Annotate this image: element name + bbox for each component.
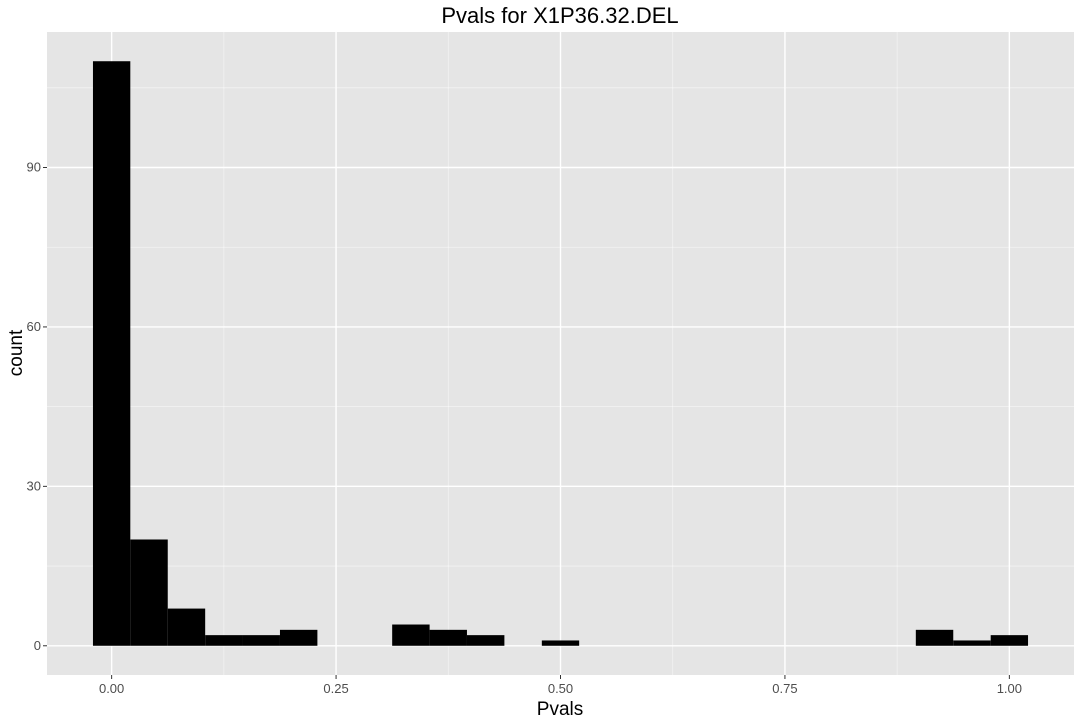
x-tick-label: 1.00 xyxy=(997,681,1022,696)
histogram-bar xyxy=(990,635,1029,646)
histogram-bar xyxy=(242,635,280,646)
histogram-bar xyxy=(466,635,505,646)
histogram-bar xyxy=(915,629,954,646)
histogram-bar xyxy=(279,629,318,646)
x-axis-title: Pvals xyxy=(537,699,583,720)
histogram-bar xyxy=(92,61,131,646)
y-tick-label: 0 xyxy=(34,638,41,653)
x-axis: 0.00 0.25 0.50 0.75 1.00 xyxy=(99,675,1022,696)
chart-title: Pvals for X1P36.32.DEL xyxy=(441,3,678,28)
x-tick-label: 0.25 xyxy=(323,681,348,696)
histogram-bars xyxy=(92,61,1029,646)
y-tick-label: 30 xyxy=(27,478,41,493)
x-tick-label: 0.00 xyxy=(99,681,124,696)
histogram-bar xyxy=(429,629,467,646)
x-tick-label: 0.50 xyxy=(548,681,573,696)
histogram-bar xyxy=(205,635,243,646)
histogram-bar xyxy=(392,624,430,646)
histogram-bar xyxy=(953,640,991,646)
histogram-bar xyxy=(167,608,206,646)
y-axis: 0 30 60 90 xyxy=(27,160,47,653)
y-tick-label: 60 xyxy=(27,319,41,334)
x-tick-label: 0.75 xyxy=(772,681,797,696)
y-tick-label: 90 xyxy=(27,160,41,175)
histogram-bar xyxy=(130,539,168,646)
histogram-bar xyxy=(541,640,580,646)
y-axis-title: count xyxy=(6,329,27,376)
